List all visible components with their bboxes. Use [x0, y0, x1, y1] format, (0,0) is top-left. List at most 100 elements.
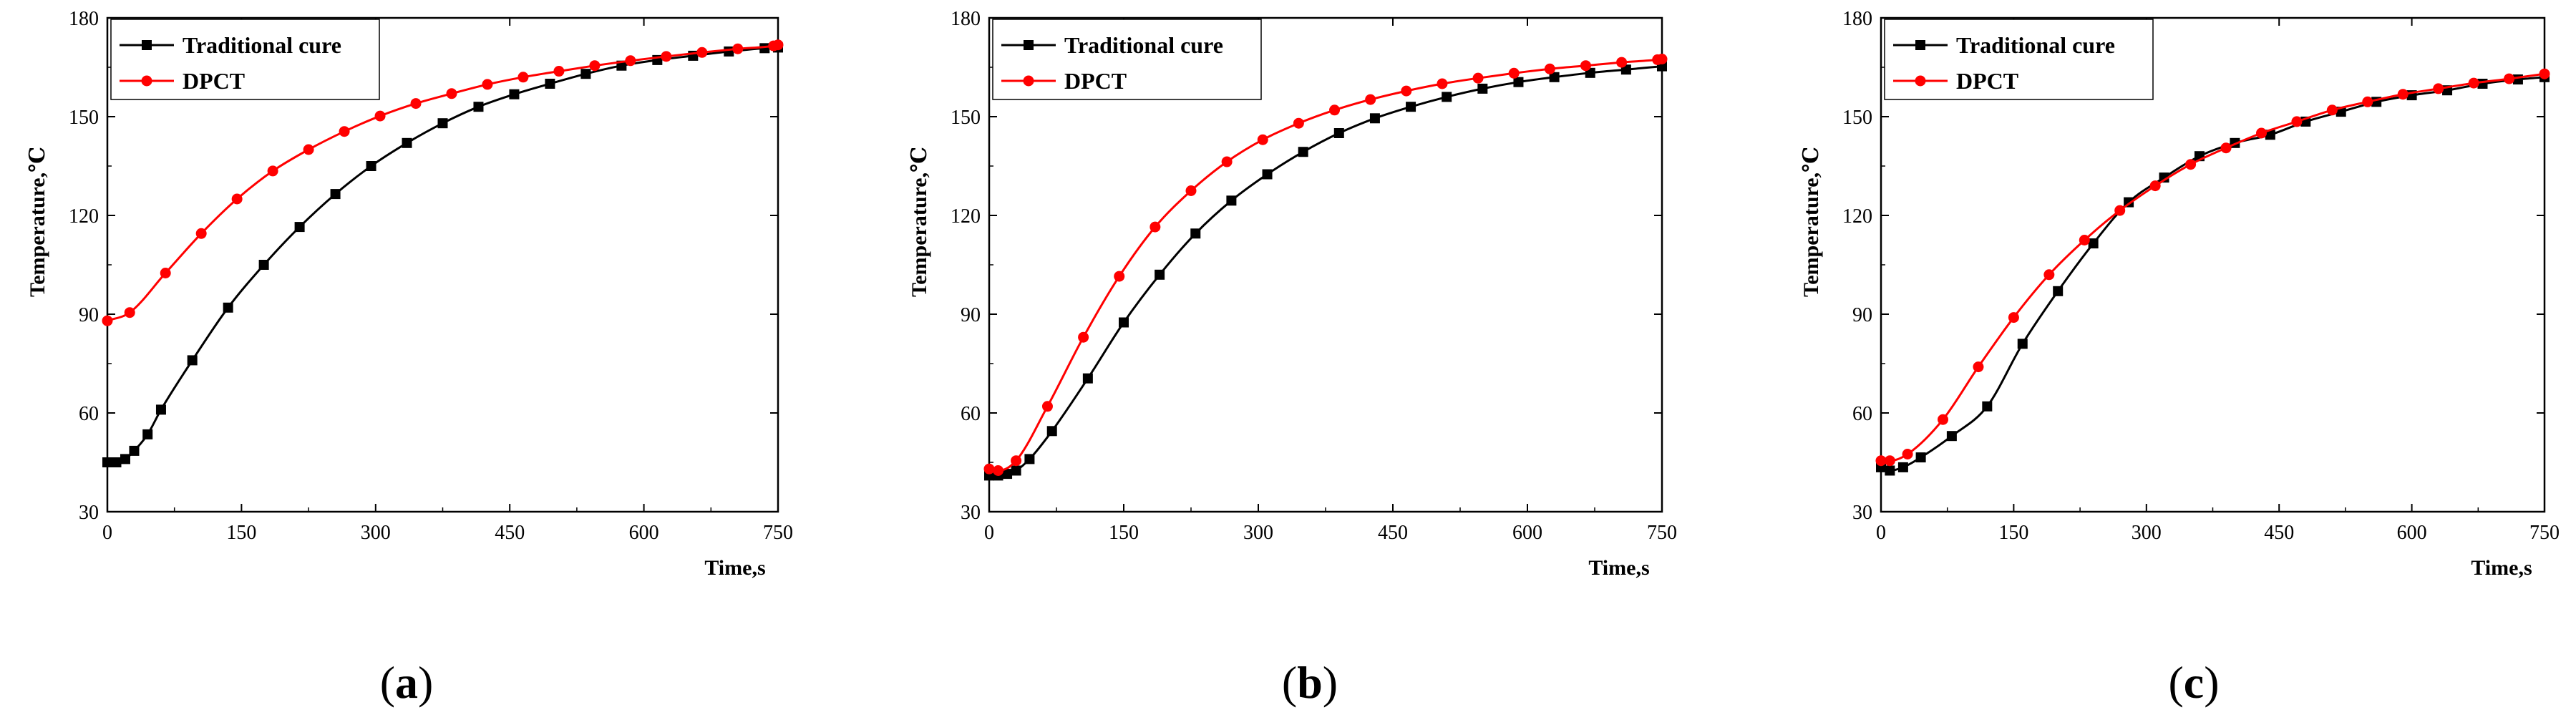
- panel-label: (c): [2168, 657, 2219, 708]
- data-point: [545, 79, 555, 89]
- data-point: [1024, 454, 1035, 464]
- data-point: [339, 126, 350, 137]
- x-tick-label: 300: [361, 522, 391, 544]
- data-point: [2088, 238, 2099, 249]
- data-point: [267, 165, 278, 177]
- x-tick-label: 150: [1998, 522, 2028, 544]
- x-tick-label: 0: [1876, 522, 1886, 544]
- legend-marker: [1024, 40, 1034, 50]
- data-point: [772, 39, 784, 51]
- data-point: [732, 43, 744, 54]
- data-point: [231, 193, 243, 205]
- legend-box: [992, 19, 1262, 100]
- y-tick-label: 90: [961, 304, 981, 326]
- y-tick-label: 150: [951, 107, 981, 129]
- data-point: [1656, 54, 1668, 64]
- data-point: [1973, 361, 1984, 373]
- data-point: [983, 463, 995, 475]
- data-point: [446, 88, 457, 99]
- y-tick-label: 90: [1852, 304, 1872, 326]
- data-point: [120, 454, 130, 464]
- y-axis-label: Temperature,℃: [26, 147, 49, 297]
- data-point: [1150, 221, 1161, 233]
- x-tick-label: 0: [102, 522, 112, 544]
- series-line: [1880, 76, 2545, 472]
- y-tick-label: 120: [951, 205, 981, 228]
- data-point: [2017, 339, 2028, 349]
- x-tick-label: 750: [1647, 522, 1677, 544]
- x-tick-label: 0: [984, 522, 994, 544]
- data-point: [2255, 127, 2267, 139]
- data-point: [366, 161, 376, 171]
- x-tick-label: 300: [2132, 522, 2162, 544]
- data-point: [437, 118, 448, 129]
- data-point: [1011, 455, 1022, 467]
- data-point: [696, 47, 708, 58]
- data-point: [2397, 89, 2409, 100]
- data-point: [2291, 116, 2303, 127]
- chart-panel-a: 0 150 300 450 600 750 30 60 90 120 150 180 Time,s Tem…: [26, 8, 793, 708]
- data-point: [2477, 79, 2488, 89]
- data-point: [2362, 96, 2373, 107]
- data-point: [1185, 185, 1197, 196]
- x-axis-label: Time,s: [1588, 556, 1649, 580]
- data-point: [2043, 269, 2055, 281]
- data-point: [402, 137, 412, 148]
- data-point: [129, 445, 140, 456]
- data-point: [509, 89, 520, 99]
- data-point: [160, 268, 171, 278]
- data-point: [155, 404, 166, 415]
- y-tick-label: 180: [1842, 8, 1872, 30]
- data-point: [993, 465, 1004, 476]
- x-tick-label: 750: [763, 522, 793, 544]
- data-point: [1190, 228, 1201, 239]
- panel-label: (b): [1282, 657, 1338, 708]
- legend-box: [1884, 19, 2154, 100]
- x-axis-label: Time,s: [704, 556, 765, 580]
- y-tick-label: 150: [69, 107, 99, 129]
- data-point: [661, 51, 672, 62]
- data-point: [1293, 117, 1304, 129]
- data-point: [1262, 169, 1273, 180]
- data-point: [2008, 312, 2019, 323]
- data-point: [1549, 72, 1560, 82]
- data-point: [2079, 235, 2090, 245]
- x-tick-label: 450: [2264, 522, 2294, 544]
- data-point: [1580, 60, 1591, 72]
- data-point: [1114, 271, 1125, 282]
- data-point: [1616, 57, 1628, 68]
- data-point: [1508, 67, 1520, 79]
- y-tick-label: 30: [1852, 502, 1872, 524]
- x-tick-label: 150: [226, 522, 256, 544]
- y-tick-label: 180: [951, 8, 981, 30]
- data-point: [1046, 426, 1057, 437]
- panel-label: (a): [380, 657, 434, 708]
- series-line: [989, 65, 1663, 477]
- legend-marker: [1915, 75, 1926, 87]
- data-point: [1946, 431, 1957, 442]
- data-point: [1078, 331, 1089, 343]
- x-tick-label: 300: [1243, 522, 1273, 544]
- data-point: [1897, 462, 1908, 472]
- data-point: [2114, 205, 2126, 216]
- data-point: [1041, 401, 1053, 412]
- data-point: [303, 144, 314, 155]
- data-point: [142, 429, 153, 439]
- data-point: [2053, 286, 2064, 296]
- legend-box: [110, 19, 380, 100]
- data-point: [517, 72, 529, 83]
- data-point: [2512, 74, 2523, 85]
- data-point: [1401, 85, 1412, 97]
- data-point: [2326, 104, 2338, 116]
- legend-label: Traditional cure: [1064, 32, 1223, 58]
- legend-marker: [1915, 40, 1925, 50]
- x-tick-label: 600: [1512, 522, 1542, 544]
- data-point: [1406, 102, 1416, 112]
- data-point: [187, 355, 198, 366]
- x-axis-label: Time,s: [2471, 556, 2532, 580]
- y-axis-label: Temperature,℃: [908, 147, 931, 297]
- chart-panel-c: 0 150 300 450 600 750 30 60 90 120 150 180 Time,s Tem…: [1799, 8, 2560, 708]
- data-point: [724, 46, 734, 57]
- series-line: [1881, 72, 2545, 462]
